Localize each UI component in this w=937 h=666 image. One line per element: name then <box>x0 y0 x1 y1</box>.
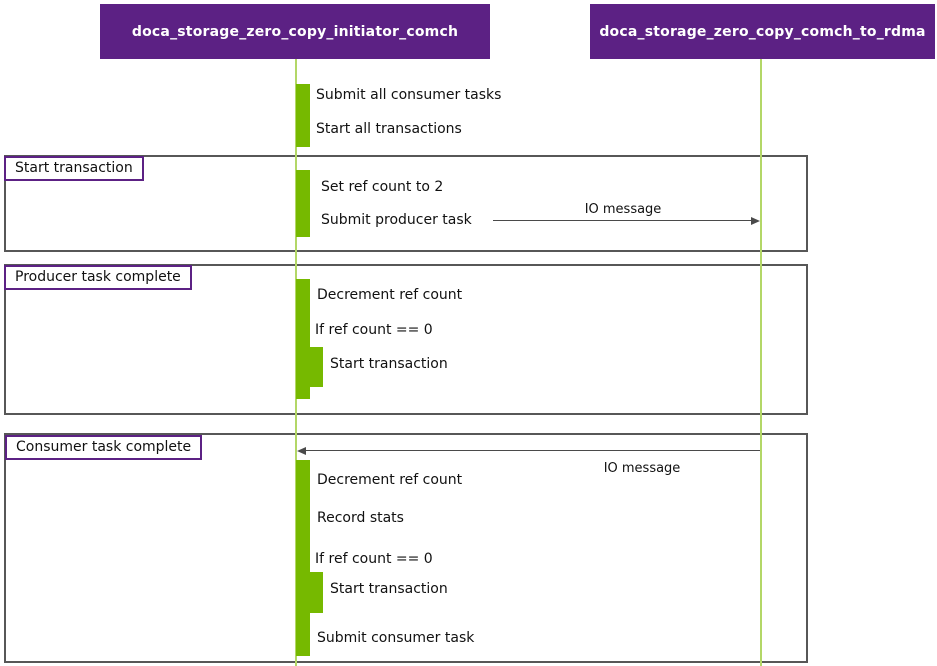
action-start-transaction-nested: Start transaction <box>330 581 448 597</box>
action-decrement-ref-count: Decrement ref count <box>317 472 463 488</box>
lifeline-comch-to-rdma <box>760 59 762 666</box>
frame-title-consumer-task-complete: Consumer task complete <box>5 435 203 460</box>
participant-label: doca_storage_zero_copy_initiator_comch <box>131 23 459 40</box>
activation-bar-producer-complete <box>296 279 310 399</box>
action-start-transaction-nested: Start transaction <box>330 356 448 372</box>
activation-bar-start-transaction <box>296 170 310 237</box>
participant-label: doca_storage_zero_copy_comch_to_rdma <box>599 23 926 40</box>
action-record-stats: Record stats <box>317 510 404 526</box>
activation-bar-producer-nested <box>310 347 323 387</box>
frame-consumer-task-complete <box>4 433 808 663</box>
activation-bar-consumer-complete <box>296 460 310 656</box>
io-message-arrow-line <box>493 220 751 221</box>
arrowhead-right-icon <box>751 217 760 225</box>
action-submit-all-consumer-tasks: Submit all consumer tasks <box>316 87 502 103</box>
action-submit-producer-task: Submit producer task <box>321 212 472 228</box>
action-decrement-ref-count: Decrement ref count <box>317 287 463 303</box>
frame-start-transaction <box>4 155 808 252</box>
io-message-arrow-line <box>306 450 761 451</box>
action-if-ref-count-zero: If ref count == 0 <box>315 551 433 567</box>
io-message-label: IO message <box>584 202 662 217</box>
io-message-label: IO message <box>603 461 681 476</box>
arrowhead-left-icon <box>297 447 306 455</box>
activation-bar-initial <box>296 84 310 147</box>
participant-header-comch-to-rdma: doca_storage_zero_copy_comch_to_rdma <box>590 4 935 59</box>
action-submit-consumer-task: Submit consumer task <box>317 630 475 646</box>
action-set-ref-count: Set ref count to 2 <box>321 179 444 195</box>
frame-title-start-transaction: Start transaction <box>4 156 144 181</box>
frame-title-producer-task-complete: Producer task complete <box>4 265 192 290</box>
action-if-ref-count-zero: If ref count == 0 <box>315 322 433 338</box>
participant-header-initiator-comch: doca_storage_zero_copy_initiator_comch <box>100 4 490 59</box>
frame-producer-task-complete <box>4 264 808 415</box>
activation-bar-consumer-nested <box>310 572 323 613</box>
action-start-all-transactions: Start all transactions <box>316 121 462 137</box>
